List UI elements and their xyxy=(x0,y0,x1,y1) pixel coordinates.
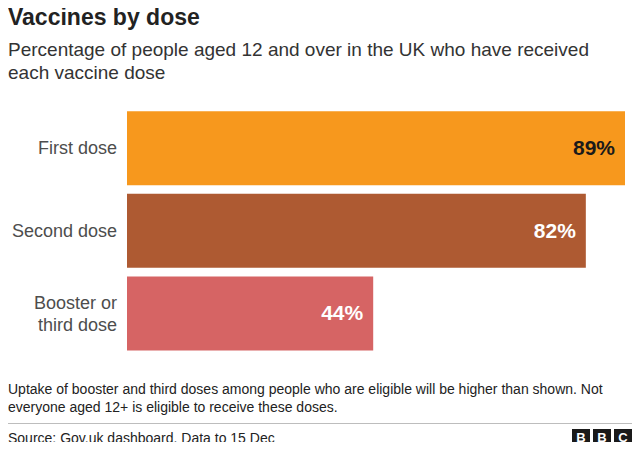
html-text:Source: Gov.uk dashboard. Data: Source: Gov.uk dashboard. Data to 15 Dec xyxy=(8,430,275,446)
html-text:B: B xyxy=(597,430,607,445)
svg-text:First dose: First dose xyxy=(38,138,117,158)
html-text:Uptake of booster and third do: Uptake of booster and third doses among … xyxy=(8,381,603,415)
html-text:Vaccines by dose: Vaccines by dose xyxy=(8,4,200,30)
svg-text:Booster orthird dose: Booster orthird dose xyxy=(34,293,117,335)
svg-text:Second dose: Second dose xyxy=(12,221,117,241)
svg-text:89%: 89% xyxy=(573,136,615,159)
svg-text:44%: 44% xyxy=(321,301,363,324)
html-text:C: C xyxy=(618,430,628,445)
html-text:Percentage of people aged 12 a: Percentage of people aged 12 and over in… xyxy=(8,39,589,83)
html-text:B: B xyxy=(576,430,586,445)
svg-text:82%: 82% xyxy=(534,219,576,242)
